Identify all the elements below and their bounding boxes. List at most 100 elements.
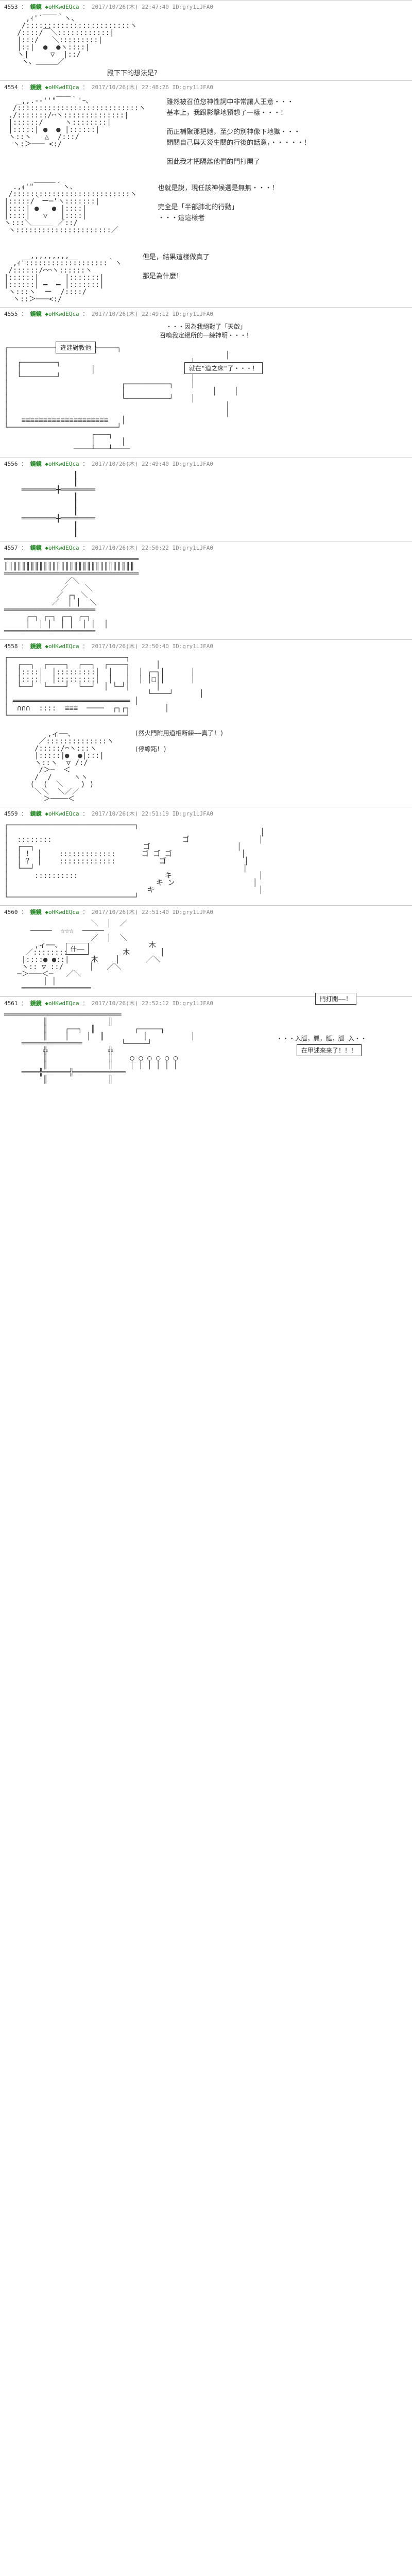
post-name: 鏡鏡	[30, 461, 42, 467]
post-date: 2017/10/26(木) 22:52:12	[92, 1000, 169, 1007]
post-date: 2017/10/26(木) 22:50:22	[92, 545, 169, 551]
post-content: ＼ │ ／ ───── ☆☆☆ ───── ／ │ ＼ ,ィ──、 木 ／:::…	[4, 920, 408, 992]
post: 4558 ： 鏡鏡 ◆oHKwdEQca ： 2017/10/26(木) 22:…	[0, 639, 412, 807]
ascii-art-explosion: ┌─────────────────────────────┐ │ │ │ ::…	[4, 822, 408, 901]
post-trip: ◆oHKwdEQca	[45, 311, 79, 317]
separator: ：	[82, 643, 88, 650]
separator: ：	[21, 643, 27, 650]
dialogue-text: 完全是「半部肺北的行動」	[158, 201, 278, 211]
post-content: ┃ ┃ ════════╋════════ ┃ ┃ ┃ ════════╋═══…	[4, 472, 408, 537]
post-date: 2017/10/26(木) 22:49:12	[92, 311, 169, 317]
post-header: 4554 ： 鏡鏡 ◆oHKwdEQca ： 2017/10/26(木) 22:…	[4, 83, 408, 91]
dialogue-box: 門打開——！	[315, 993, 356, 1005]
dialogue-box: 在甲述來来了！！！	[297, 1044, 362, 1056]
post-header: 4556 ： 鏡鏡 ◆oHKwdEQca ： 2017/10/26(木) 22:…	[4, 460, 408, 468]
ascii-art-face: ,ｨ'´￣￣｀ヽ、 /::::::::::::::::::::::::ヽ /::…	[4, 15, 408, 65]
separator: ：	[21, 84, 27, 91]
post-number: 4560	[4, 909, 18, 916]
post-number: 4555	[4, 311, 18, 317]
post-content: ═══════════════════════════════ ║║║║║║║║…	[4, 556, 408, 635]
post: 4554 ： 鏡鏡 ◆oHKwdEQca ： 2017/10/26(木) 22:…	[0, 80, 412, 307]
post-number: 4558	[4, 643, 18, 650]
post: 4561 ： 鏡鏡 ◆oHKwdEQca ： 2017/10/26(木) 22:…	[0, 996, 412, 1088]
post-number: 4554	[4, 84, 18, 91]
dialogue-text: 也就是說，現任該神候選是無無・・・！	[158, 182, 278, 192]
ascii-art-action: ＼ │ ／ ───── ☆☆☆ ───── ／ │ ＼ ,ィ──、 木 ／:::…	[4, 920, 408, 992]
post-trip: ◆oHKwdEQca	[45, 461, 79, 467]
post-trip: ◆oHKwdEQca	[45, 909, 79, 916]
post-name: 鏡鏡	[30, 4, 42, 10]
post-header: 4557 ： 鏡鏡 ◆oHKwdEQca ： 2017/10/26(木) 22:…	[4, 544, 408, 552]
dialogue-text: 雖然被召位您神性詞中非常讓人王意・・・	[166, 96, 311, 106]
ascii-art-door: ┃ ┃ ════════╋════════ ┃ ┃ ┃ ════════╋═══…	[4, 472, 408, 537]
post-id: ID:gry1LJFA0	[173, 84, 213, 91]
dialogue-box: 什——	[66, 943, 89, 955]
post-trip: ◆oHKwdEQca	[45, 643, 79, 650]
dialogue-text: ・・・因為我絕對了「天啟」	[4, 322, 408, 331]
post: 4560 ： 鏡鏡 ◆oHKwdEQca ： 2017/10/26(木) 22:…	[0, 905, 412, 996]
dialogue-text: 問關自己與天災生關的行後的話意，・・・・・！	[166, 137, 311, 147]
post-trip: ◆oHKwdEQca	[45, 545, 79, 551]
post: 4555 ： 鏡鏡 ◆oHKwdEQca ： 2017/10/26(木) 22:…	[0, 307, 412, 457]
post-header: 4555 ： 鏡鏡 ◆oHKwdEQca ： 2017/10/26(木) 22:…	[4, 310, 408, 318]
dialogue-text: ・・・這這樣者	[158, 212, 278, 222]
post-id: ID:gry1LJFA0	[173, 461, 213, 467]
post-id: ID:gry1LJFA0	[173, 1000, 213, 1007]
post-content: ・・・因為我絕對了「天啟」 召喚我定絕所的一練神明・・・！ ┌─────────…	[4, 322, 408, 453]
dialogue-text: 但是，結果這樣做真了	[143, 251, 210, 261]
separator: ：	[82, 810, 88, 817]
separator: ：	[21, 311, 27, 317]
post-name: 鏡鏡	[30, 311, 42, 317]
post-name: 鏡鏡	[30, 1000, 42, 1007]
dialogue-text: 因此我才把隔離他們的門打開了	[166, 156, 311, 166]
separator: ：	[82, 311, 88, 317]
post-name: 鏡鏡	[30, 84, 42, 91]
dialogue-text: (停線跖！)	[134, 744, 224, 753]
post-content: ┌───────────────────────────┐ │ ┌──┐ ┌──…	[4, 654, 408, 805]
separator: ：	[21, 909, 27, 916]
post-date: 2017/10/26(木) 22:50:40	[92, 643, 169, 650]
post-date: 2017/10/26(木) 22:51:40	[92, 909, 169, 916]
separator: ：	[82, 545, 88, 551]
post-id: ID:gry1LJFA0	[173, 4, 213, 10]
post: 4557 ： 鏡鏡 ◆oHKwdEQca ： 2017/10/26(木) 22:…	[0, 541, 412, 639]
post-trip: ◆oHKwdEQca	[45, 1000, 79, 1007]
dialogue-text: 基本上，我跟影擊地預想了一樣・・・！	[166, 107, 311, 117]
ascii-art-building: ═══════════════════════════════ ║║║║║║║║…	[4, 556, 408, 635]
dialogue-text: 殿下下的想法是？	[107, 67, 408, 77]
separator: ：	[21, 4, 27, 10]
post-content: ═══════════════════════════ ║ ║ ║ ┌──┐ ║…	[4, 1011, 408, 1083]
ascii-art-face: .,ｨ'"￣￣￣｀ヽ、 /:::::::::::::::::::::::::::…	[4, 183, 137, 234]
separator: ：	[82, 4, 88, 10]
ascii-art-face: _,,.-‐''"￣￣｀'ｰ､ /:::::::::::::::::::::::…	[4, 97, 146, 148]
post-id: ID:gry1LJFA0	[173, 909, 213, 916]
post-header: 4559 ： 鏡鏡 ◆oHKwdEQca ： 2017/10/26(木) 22:…	[4, 809, 408, 818]
dialogue-box: 違建對教他	[56, 342, 96, 353]
ascii-art-face: __,,,,,,,,,__ ,ｨ':::::::::::::::::::｀ヽ /…	[4, 252, 122, 303]
separator: ：	[82, 461, 88, 467]
post-header: 4560 ： 鏡鏡 ◆oHKwdEQca ： 2017/10/26(木) 22:…	[4, 908, 408, 916]
dialogue-text: 而正補聚那把她，至少的別神像下地獄・・・	[166, 126, 311, 136]
ascii-art-monitor: ┌─────────────────────────┐ │ │ │ ┌─────…	[4, 345, 408, 453]
post: 4553 ： 鏡鏡 ◆oHKwdEQca ： 2017/10/26(木) 22:…	[0, 0, 412, 80]
post-date: 2017/10/26(木) 22:47:40	[92, 4, 169, 10]
dialogue-text: ・・・入胍，胍，胍，胍_入・・	[277, 1034, 367, 1043]
post-content: _,,.-‐''"￣￣｀'ｰ､ /:::::::::::::::::::::::…	[4, 95, 408, 305]
post: 4559 ： 鏡鏡 ◆oHKwdEQca ： 2017/10/26(木) 22:…	[0, 807, 412, 905]
dialogue-text: 那是為什麼！	[143, 270, 210, 280]
separator: ：	[82, 84, 88, 91]
separator: ：	[21, 1000, 27, 1007]
post-number: 4559	[4, 810, 18, 817]
separator: ：	[21, 461, 27, 467]
post-name: 鏡鏡	[30, 909, 42, 916]
ascii-art-machinery: ┌───────────────────────────┐ │ ┌──┐ ┌──…	[4, 654, 408, 719]
post-name: 鏡鏡	[30, 643, 42, 650]
dialogue-text: 召喚我定絕所的一練神明・・・！	[4, 331, 408, 340]
post-number: 4557	[4, 545, 18, 551]
post-content: ┌─────────────────────────────┐ │ │ │ ::…	[4, 822, 408, 901]
post-date: 2017/10/26(木) 22:49:40	[92, 461, 169, 467]
post-id: ID:gry1LJFA0	[173, 545, 213, 551]
post-trip: ◆oHKwdEQca	[45, 4, 79, 10]
post-content: ,ｨ'´￣￣｀ヽ、 /::::::::::::::::::::::::ヽ /::…	[4, 15, 408, 77]
post-number: 4553	[4, 4, 18, 10]
